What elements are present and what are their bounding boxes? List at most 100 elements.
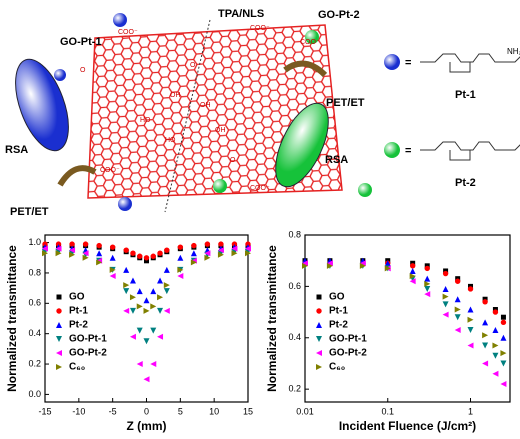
legend-label: C₆₀ <box>69 362 85 373</box>
marker <box>177 244 184 250</box>
marker <box>326 260 333 267</box>
marker <box>109 266 116 273</box>
marker <box>163 288 170 295</box>
group-label: O <box>190 62 196 69</box>
structure <box>420 141 520 161</box>
marker <box>454 296 461 303</box>
marker <box>137 253 143 259</box>
marker <box>467 342 474 349</box>
arrow <box>283 60 328 78</box>
marker <box>157 307 164 314</box>
y-tick-label: 0.2 <box>288 384 301 394</box>
marker <box>82 241 89 247</box>
sphere <box>213 179 227 193</box>
arrow <box>57 165 97 187</box>
marker <box>150 303 157 310</box>
legend-marker <box>56 364 62 370</box>
group-label: OH <box>215 127 226 134</box>
pt1-ellipse <box>15 58 69 152</box>
marker <box>424 265 430 272</box>
x-axis-label: Z (mm) <box>127 419 167 433</box>
marker <box>130 250 136 256</box>
legend-label: GO-Pt-1 <box>69 334 107 345</box>
x-tick-label: 10 <box>209 406 219 416</box>
x-tick-label: -15 <box>38 406 51 416</box>
legend-marker <box>56 336 62 342</box>
x-tick-label: -10 <box>72 406 85 416</box>
marker <box>163 307 170 314</box>
marker <box>150 361 157 368</box>
marker <box>384 260 391 267</box>
marker <box>55 241 62 247</box>
marker <box>69 251 76 258</box>
marker <box>492 370 499 377</box>
legend-marker <box>316 350 322 356</box>
marker <box>136 327 143 334</box>
y-tick-label: 1.0 <box>28 237 41 247</box>
marker <box>454 327 461 334</box>
marker <box>409 273 416 280</box>
legend-marker <box>316 308 322 314</box>
marker <box>424 280 431 287</box>
x-tick-label: 0.01 <box>296 406 314 416</box>
legend-marker <box>56 294 62 300</box>
legend-marker <box>316 322 322 328</box>
label: RSA <box>5 144 28 156</box>
x-tick-label: 5 <box>178 406 183 416</box>
group-label: COO⁻ <box>118 29 138 36</box>
marker <box>96 242 102 249</box>
x-axis-label: Incident Fluence (J/cm²) <box>339 419 476 433</box>
marker <box>143 255 150 261</box>
label: GO-Pt-1 <box>60 36 102 48</box>
marker <box>82 254 89 261</box>
group-label: HO <box>165 137 176 144</box>
marker <box>204 254 211 261</box>
label: = <box>405 145 411 157</box>
group-label: OH <box>200 102 211 109</box>
sphere <box>358 183 372 197</box>
marker <box>492 342 499 349</box>
marker <box>245 241 251 247</box>
label: GO-Pt-2 <box>318 9 360 21</box>
marker <box>492 309 499 315</box>
marker <box>136 361 143 368</box>
marker <box>191 242 197 249</box>
marker <box>143 307 150 314</box>
marker <box>467 306 474 313</box>
y-axis-label: Normalized transmittance <box>5 245 19 392</box>
marker <box>359 260 366 267</box>
legend-label: C₆₀ <box>329 362 345 373</box>
marker <box>482 360 489 367</box>
marker <box>157 294 164 301</box>
marker <box>143 297 150 304</box>
legend-label: GO <box>329 292 345 303</box>
label: Pt-2 <box>455 177 476 189</box>
y-tick-label: 0.0 <box>28 389 41 399</box>
label: PET/ET <box>10 206 49 218</box>
marker <box>454 306 461 313</box>
marker <box>467 286 474 292</box>
marker <box>500 381 507 388</box>
pt2-ellipse <box>275 102 329 188</box>
marker <box>136 288 143 295</box>
marker <box>245 250 251 257</box>
legend-marker <box>316 364 322 370</box>
marker <box>96 250 103 257</box>
y-axis-label: Normalized transmittance <box>265 245 279 392</box>
group-label: O <box>80 67 86 74</box>
marker <box>204 241 211 247</box>
marker <box>442 270 449 277</box>
marker <box>177 272 184 279</box>
marker <box>42 245 48 252</box>
marker <box>482 342 489 349</box>
marker <box>123 282 130 289</box>
marker <box>204 250 211 257</box>
marker <box>482 299 488 305</box>
marker <box>482 332 489 339</box>
legend-label: GO-Pt-2 <box>329 348 367 359</box>
group-label: O <box>230 157 236 164</box>
marker <box>123 307 130 314</box>
legend-label: Pt-1 <box>69 306 88 317</box>
label: TPA/NLS <box>218 8 264 20</box>
marker <box>129 277 136 284</box>
